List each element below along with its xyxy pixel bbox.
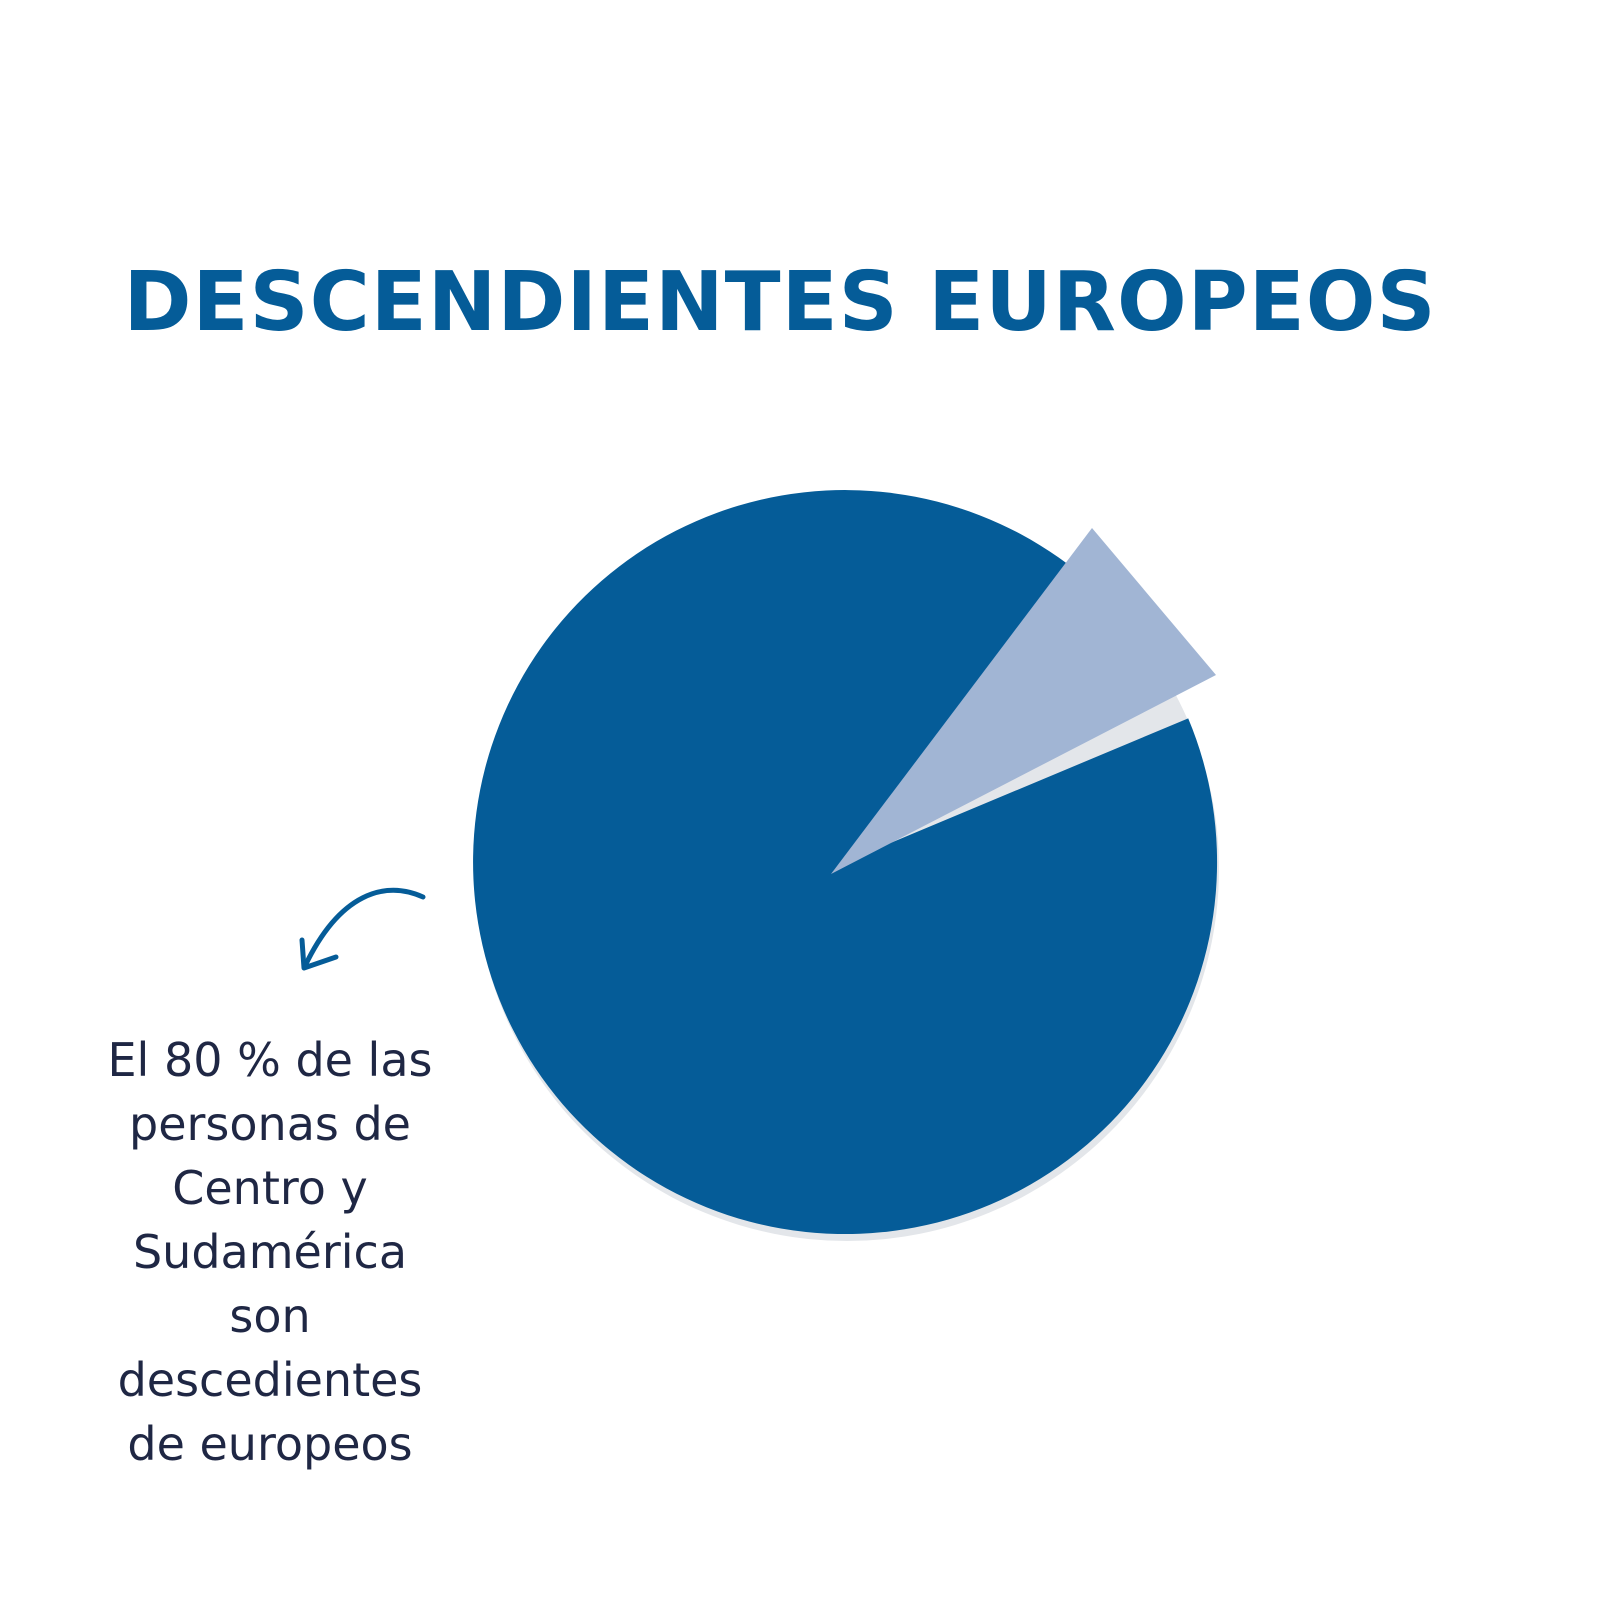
annotation-line: descedientes bbox=[117, 1353, 423, 1407]
curved-arrow-icon bbox=[302, 887, 426, 969]
annotation-line: personas de bbox=[129, 1097, 411, 1151]
arrow-head-icon bbox=[299, 937, 339, 971]
annotation-line: de europeos bbox=[127, 1417, 413, 1471]
annotation-line: El 80 % de las bbox=[107, 1033, 433, 1087]
pie-slice-minor bbox=[831, 528, 1216, 874]
annotation-line: Sudamérica bbox=[132, 1225, 408, 1279]
annotation-text: El 80 % de las personas de Centro y Suda… bbox=[70, 1028, 470, 1476]
chart-title: DESCENDIENTES EUROPEOS bbox=[123, 255, 1437, 350]
annotation-line: Centro y bbox=[172, 1161, 368, 1215]
annotation-line: son bbox=[229, 1289, 311, 1343]
